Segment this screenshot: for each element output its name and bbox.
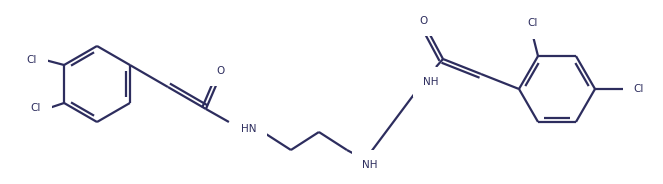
Text: O: O <box>419 16 427 26</box>
Text: O: O <box>217 66 225 76</box>
Text: Cl: Cl <box>633 84 643 94</box>
Text: Cl: Cl <box>30 103 41 113</box>
Text: NH: NH <box>423 77 439 87</box>
Text: HN: HN <box>241 124 257 134</box>
Text: NH: NH <box>362 160 378 170</box>
Text: Cl: Cl <box>27 55 37 65</box>
Text: Cl: Cl <box>528 18 538 28</box>
